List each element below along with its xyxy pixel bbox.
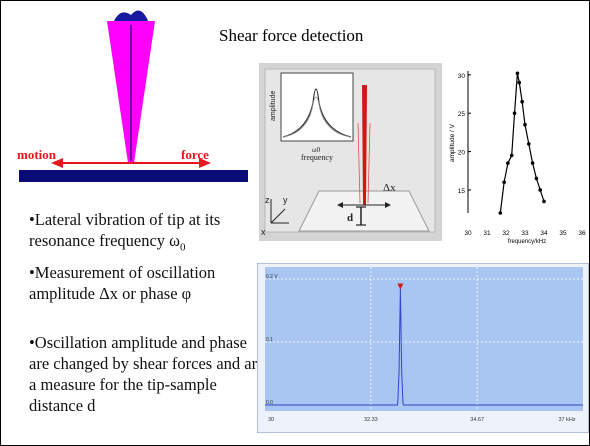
x-tick-label: 32.33 <box>364 417 378 423</box>
y-tick-label: 25 <box>458 111 466 118</box>
motion-label: motion <box>17 147 57 162</box>
data-point <box>506 161 510 165</box>
bullet-2: •Measurement of oscillation amplitude Δx… <box>29 262 269 304</box>
x-axis-label: frequency/kHz <box>508 239 546 245</box>
x-tick-label: 36 <box>578 230 586 237</box>
data-point <box>513 111 517 115</box>
data-point <box>510 154 514 158</box>
data-point <box>531 161 535 165</box>
series-line <box>500 73 544 213</box>
bullet-3: •Oscillation amplitude and phase are cha… <box>29 332 269 416</box>
axis-z-label: z <box>265 195 270 205</box>
substrate <box>19 170 248 182</box>
data-point <box>518 81 522 85</box>
x-tick-label: 34.67 <box>470 417 484 423</box>
plot-area <box>265 267 583 411</box>
x-tick-label: 33 <box>521 230 529 237</box>
resonance-chart: 30 25 20 15 30 31 32 33 34 35 36 amplitude / V frequ… <box>446 63 588 253</box>
data-point <box>538 188 542 192</box>
bullet-list: •Lateral vibration of tip at its resonan… <box>29 209 269 416</box>
inset-ylabel: amplitude <box>270 91 277 121</box>
x-tick-label: 31 <box>483 230 491 237</box>
tip-diagram: motion force <box>13 1 258 196</box>
force-label: force <box>181 147 209 162</box>
x-tick-label: 37 kHz <box>558 417 575 423</box>
x-tick-label: 30 <box>464 230 472 237</box>
y-tick-label: 30 <box>458 73 466 80</box>
data-point <box>542 200 546 204</box>
data-point <box>516 72 520 76</box>
axis-y-label: y <box>283 195 288 205</box>
shear-schematic: amplitude ω0 frequency Δx d z y x <box>259 63 442 241</box>
d-label: d <box>347 212 353 224</box>
inset-plot <box>281 73 353 141</box>
x-tick-label: 35 <box>559 230 567 237</box>
data-point <box>527 142 531 146</box>
dx-label: Δx <box>383 182 396 194</box>
x-tick-label: 34 <box>540 230 548 237</box>
inset-xlabel: frequency <box>301 153 333 162</box>
y-tick-label: 20 <box>458 150 466 157</box>
data-point <box>535 177 539 181</box>
y-tick-label: 0.1 <box>266 337 273 343</box>
data-point <box>520 100 524 104</box>
y-tick-label: 0.2 V <box>266 274 278 280</box>
data-point <box>523 123 527 127</box>
bullet-1: •Lateral vibration of tip at its resonan… <box>29 209 269 258</box>
data-point <box>499 211 503 215</box>
data-point <box>502 180 506 184</box>
y-axis-label: amplitude / V <box>449 123 456 162</box>
y-tick-label: 15 <box>458 188 466 195</box>
x-tick-label: 30 <box>268 417 274 423</box>
x-tick-label: 32 <box>502 230 510 237</box>
